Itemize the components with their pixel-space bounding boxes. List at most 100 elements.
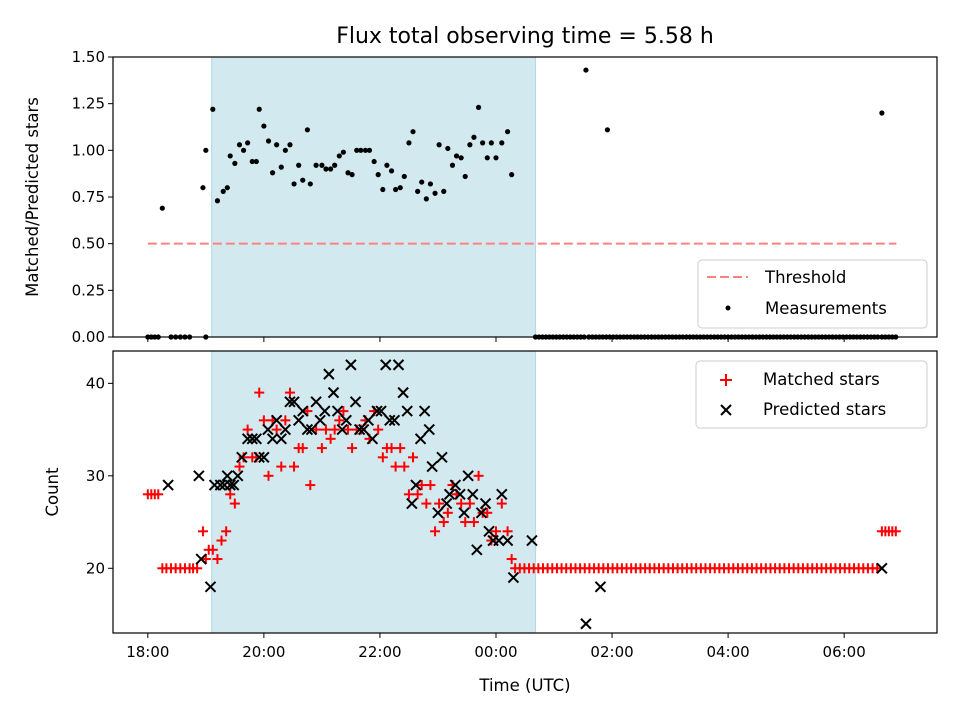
matched-star-point: [464, 498, 475, 509]
predicted-star-point: [227, 479, 240, 491]
measurement-point: [423, 196, 429, 202]
predicted-star-point: [392, 359, 405, 371]
observing-window-shade-bottom: [211, 350, 536, 634]
measurement-point: [261, 123, 267, 129]
predicted-star-point: [162, 479, 174, 491]
bottom-legend: Matched stars Predicted stars: [695, 360, 928, 429]
predicted-star-point: [414, 433, 427, 445]
predicted-star-point: [204, 581, 217, 593]
predicted-star-point: [327, 386, 340, 399]
x-tick-label: 00:00: [474, 643, 517, 661]
predicted-star-point: [236, 451, 248, 464]
y-tick-label: 1.50: [72, 48, 105, 66]
predicted-stars-series: [162, 359, 888, 630]
legend-threshold-label: Threshold: [764, 268, 846, 287]
matched-star-point: [197, 526, 208, 537]
matched-star-point: [320, 424, 331, 435]
measurement-point: [220, 188, 226, 194]
measurement-point: [415, 188, 421, 194]
measurement-point: [159, 205, 165, 211]
measurement-point: [328, 166, 334, 172]
measurement-point: [879, 110, 885, 116]
predicted-star-point: [275, 433, 287, 445]
matched-star-point: [284, 387, 295, 398]
legend-matched-swatch: [720, 374, 732, 386]
y-tick-label: 0.25: [72, 281, 105, 299]
predicted-star-point: [262, 423, 274, 436]
measurement-point: [432, 190, 438, 196]
measurement-point: [256, 106, 262, 112]
predicted-star-point: [449, 479, 462, 491]
predicted-star-point: [284, 396, 296, 408]
matched-star-point: [456, 498, 467, 509]
measurement-point: [253, 158, 259, 165]
predicted-star-point: [331, 405, 344, 417]
measurement-point: [349, 172, 355, 178]
measurement-point: [480, 140, 486, 146]
matched-star-point: [297, 443, 308, 454]
measurement-point: [269, 170, 276, 176]
matched-star-point: [316, 443, 327, 454]
predicted-star-point: [380, 359, 392, 371]
predicted-star-point: [483, 525, 495, 538]
matched-star-point: [207, 544, 218, 555]
matched-star-point: [343, 424, 354, 435]
predicted-star-point: [241, 433, 254, 445]
y-tick-label: 20: [86, 559, 105, 577]
measurement-point: [319, 162, 325, 168]
matched-star-point: [442, 507, 453, 518]
matched-star-point: [416, 480, 427, 491]
measurement-point: [300, 177, 306, 183]
matched-star-point: [390, 461, 401, 472]
predicted-star-point: [246, 433, 258, 445]
measurement-point: [323, 166, 329, 172]
matched-star-point: [430, 526, 441, 537]
measurement-point: [313, 162, 319, 168]
measurement-point: [475, 104, 482, 110]
measurement-point: [210, 106, 216, 112]
measurement-point: [484, 155, 490, 161]
matched-star-point: [153, 489, 164, 500]
measurement-point: [332, 162, 338, 168]
matched-star-point: [263, 470, 274, 481]
observing-window-shade-top: [211, 56, 536, 338]
y-tick-label: 1.25: [72, 95, 105, 113]
bottom-panel: 20 30 40 18:00 20:00 22:00 00:00 02:00 04:00 06:…: [43, 350, 938, 695]
predicted-star-point: [454, 488, 466, 501]
measurement-point: [441, 188, 447, 194]
x-tick-label: 06:00: [823, 643, 866, 661]
x-tick-label: 22:00: [358, 643, 401, 661]
top-y-axis-label: Matched/Predicted stars: [23, 97, 42, 297]
measurement-point: [282, 147, 288, 153]
predicted-star-point: [292, 414, 305, 427]
predicted-star-point: [353, 423, 366, 436]
matched-star-point: [280, 415, 291, 426]
measurement-point: [366, 147, 373, 153]
predicted-star-point: [507, 571, 520, 584]
predicted-star-point: [471, 544, 483, 556]
predicted-star-point: [501, 534, 514, 547]
predicted-star-point: [366, 433, 379, 445]
x-tick-label: 04:00: [706, 643, 749, 661]
predicted-star-point: [288, 396, 300, 408]
predicted-star-point: [876, 562, 888, 574]
measurement-point: [203, 147, 209, 153]
measurement-point: [362, 147, 369, 153]
predicted-star-point: [258, 451, 270, 464]
predicted-star-point: [580, 618, 592, 630]
predicted-star-point: [357, 423, 370, 436]
legend-measurements-label: Measurements: [765, 299, 887, 318]
matched-star-point: [242, 424, 253, 435]
legend-predicted-label: Predicted stars: [763, 400, 886, 419]
bottom-y-ticks: 20 30 40: [86, 374, 113, 577]
predicted-star-point: [305, 423, 318, 436]
predicted-star-point: [214, 479, 227, 491]
predicted-star-point: [279, 423, 292, 436]
measurement-point: [296, 162, 302, 168]
y-tick-label: 40: [86, 374, 105, 392]
bottom-y-axis-label: Count: [43, 467, 62, 517]
measurement-point: [471, 134, 477, 140]
measurement-point: [467, 142, 473, 148]
x-tick-label: 20:00: [242, 643, 285, 661]
measurement-point: [499, 140, 505, 146]
